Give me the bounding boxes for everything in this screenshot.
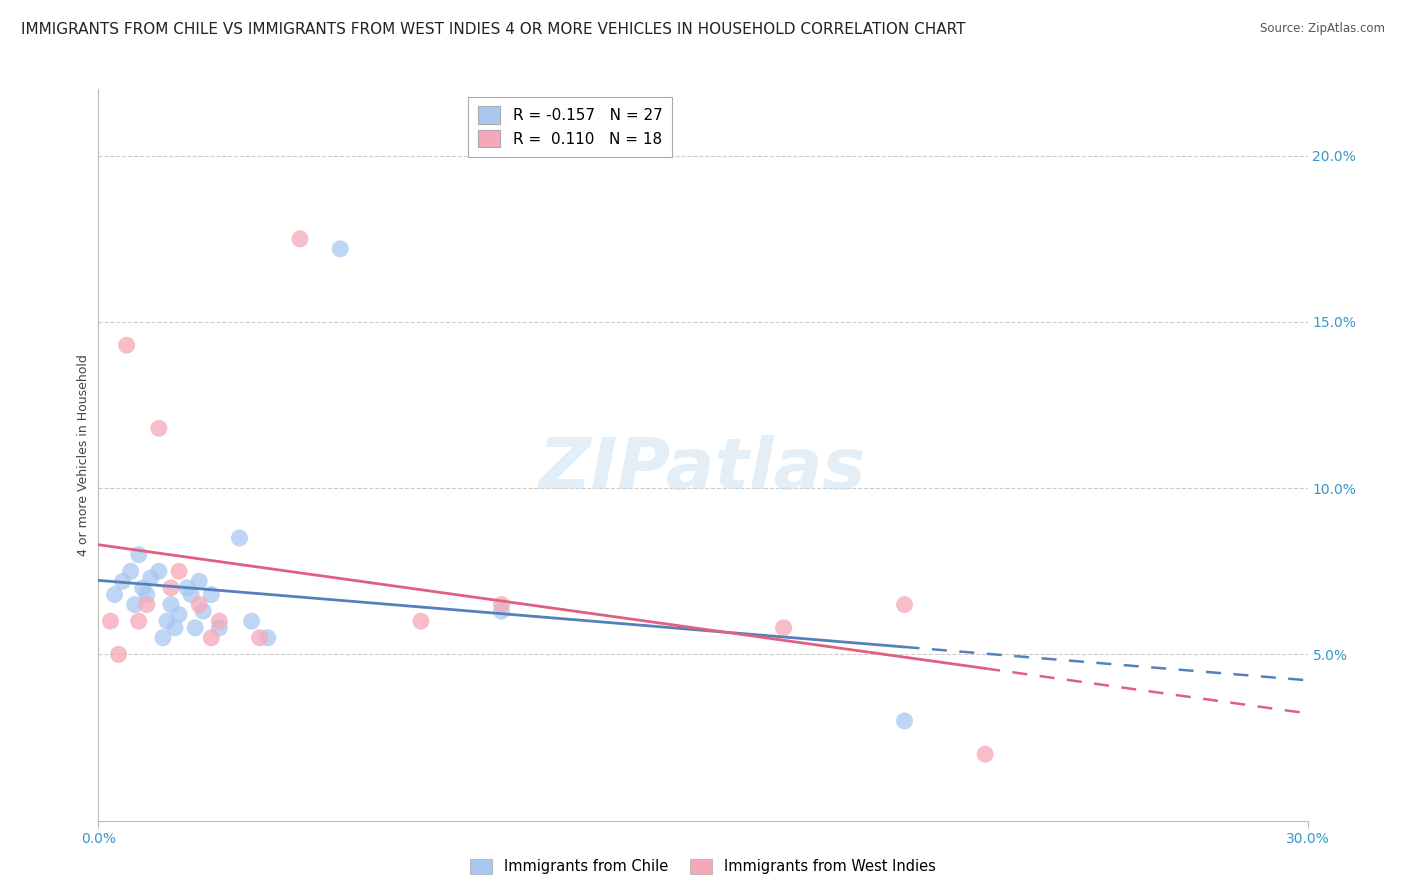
- Point: [188, 598, 211, 612]
- Point: [128, 614, 150, 628]
- Point: [491, 598, 513, 612]
- Point: [148, 564, 170, 578]
- Point: [128, 548, 150, 562]
- Point: [135, 588, 157, 602]
- Point: [156, 614, 179, 628]
- Point: [124, 598, 146, 612]
- Point: [893, 714, 915, 728]
- Point: [228, 531, 250, 545]
- Point: [974, 747, 997, 761]
- Point: [208, 621, 231, 635]
- Point: [111, 574, 134, 589]
- Text: Source: ZipAtlas.com: Source: ZipAtlas.com: [1260, 22, 1385, 36]
- Point: [240, 614, 263, 628]
- Point: [893, 598, 915, 612]
- Point: [409, 614, 432, 628]
- Point: [167, 607, 190, 622]
- Point: [152, 631, 174, 645]
- Point: [167, 564, 190, 578]
- Point: [176, 581, 198, 595]
- Point: [107, 648, 129, 662]
- Y-axis label: 4 or more Vehicles in Household: 4 or more Vehicles in Household: [77, 354, 90, 556]
- Legend: R = -0.157   N = 27, R =  0.110   N = 18: R = -0.157 N = 27, R = 0.110 N = 18: [468, 97, 672, 157]
- Point: [160, 581, 183, 595]
- Text: IMMIGRANTS FROM CHILE VS IMMIGRANTS FROM WEST INDIES 4 OR MORE VEHICLES IN HOUSE: IMMIGRANTS FROM CHILE VS IMMIGRANTS FROM…: [21, 22, 966, 37]
- Point: [491, 604, 513, 618]
- Point: [200, 588, 222, 602]
- Point: [163, 621, 186, 635]
- Point: [139, 571, 162, 585]
- Point: [100, 614, 122, 628]
- Point: [188, 574, 211, 589]
- Point: [249, 631, 271, 645]
- Point: [256, 631, 278, 645]
- Point: [208, 614, 231, 628]
- Point: [200, 631, 222, 645]
- Point: [132, 581, 155, 595]
- Point: [148, 421, 170, 435]
- Text: ZIPatlas: ZIPatlas: [540, 435, 866, 504]
- Point: [184, 621, 207, 635]
- Point: [329, 242, 352, 256]
- Legend: Immigrants from Chile, Immigrants from West Indies: Immigrants from Chile, Immigrants from W…: [464, 853, 942, 880]
- Point: [115, 338, 138, 352]
- Point: [160, 598, 183, 612]
- Point: [288, 232, 311, 246]
- Point: [103, 588, 125, 602]
- Point: [193, 604, 215, 618]
- Point: [135, 598, 157, 612]
- Point: [180, 588, 202, 602]
- Point: [120, 564, 142, 578]
- Point: [772, 621, 794, 635]
